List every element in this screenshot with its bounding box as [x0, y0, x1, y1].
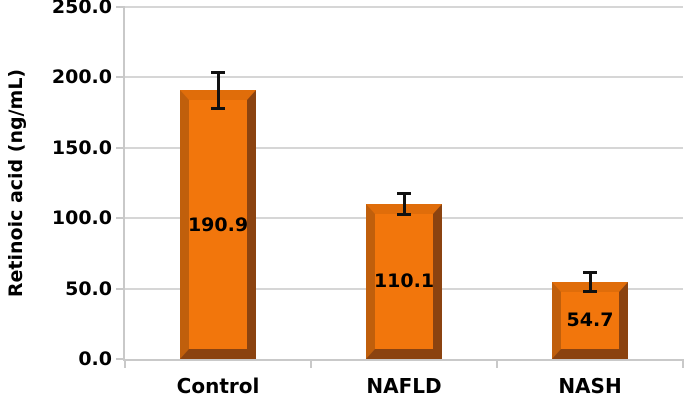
error-bar-cap-bottom — [211, 106, 225, 110]
y-axis-tick — [116, 146, 125, 149]
error-bar-cap-top — [583, 271, 597, 275]
y-axis-tick — [116, 358, 125, 360]
bar-value-label: 110.1 — [373, 270, 435, 293]
bar-control — [180, 90, 256, 359]
error-bar-line — [216, 71, 220, 109]
bar-value-label: 54.7 — [566, 309, 614, 332]
gridline — [125, 146, 683, 149]
gridline — [125, 76, 683, 79]
error-bar-line — [402, 193, 406, 215]
y-tick-label: 0.0 — [78, 348, 112, 370]
x-axis-tick — [124, 359, 126, 368]
y-axis-title: Retinoic acid (ng/mL) — [5, 68, 27, 298]
y-axis-tick — [116, 6, 125, 8]
y-tick-label: 50.0 — [65, 277, 112, 300]
error-bar-line — [588, 272, 592, 292]
x-axis-line — [123, 359, 683, 361]
gridline — [125, 6, 683, 8]
y-tick-label: 250.0 — [51, 0, 112, 18]
x-axis-tick — [682, 359, 684, 368]
y-tick-label: 100.0 — [51, 207, 112, 230]
error-bar-cap-top — [211, 70, 225, 74]
error-bar-cap-bottom — [583, 289, 597, 293]
y-axis-tick — [116, 287, 125, 290]
x-axis-tick — [496, 359, 498, 368]
error-bar-cap-bottom — [397, 212, 411, 216]
x-category-label-nafld: NAFLD — [366, 374, 442, 398]
x-category-label-control: Control — [176, 374, 260, 398]
bar-value-label: 190.9 — [187, 213, 249, 236]
error-bar-cap-top — [397, 192, 411, 196]
x-category-label-nash: NASH — [558, 374, 622, 398]
y-axis-tick — [116, 76, 125, 79]
x-axis-tick — [310, 359, 312, 368]
bar-nafld — [366, 203, 442, 359]
y-tick-label: 200.0 — [51, 66, 112, 89]
y-tick-label: 150.0 — [51, 136, 112, 159]
y-axis-line — [123, 7, 125, 361]
y-axis-tick — [116, 217, 125, 220]
